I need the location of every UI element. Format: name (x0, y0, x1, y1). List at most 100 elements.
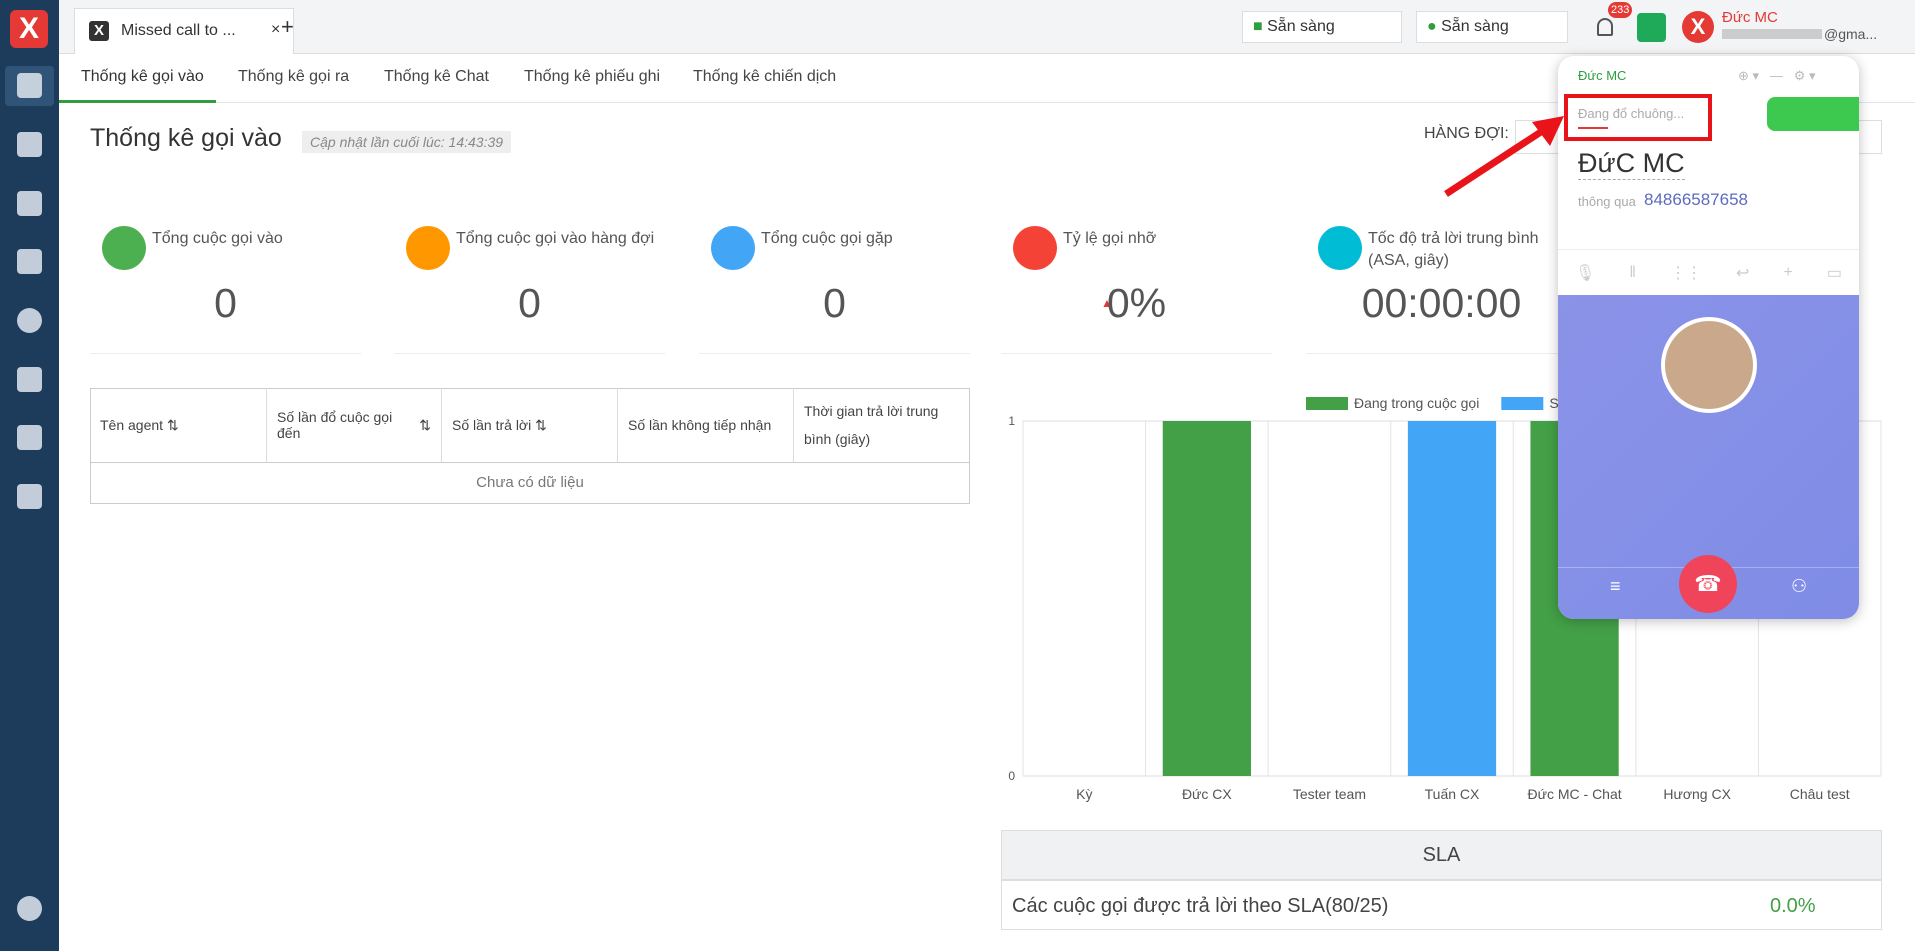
green-toast (1767, 97, 1859, 131)
table-header[interactable]: Thời gian trả lời trung bình (giây) (794, 388, 970, 462)
nav-icon[interactable] (17, 425, 42, 450)
nav-icon[interactable] (17, 191, 42, 216)
x-tick-label: Hương CX (1663, 786, 1731, 802)
call-actions[interactable]: 🎙 ‖ ⋮⋮ ↩ + ▭ (1558, 249, 1859, 295)
bar (1162, 421, 1251, 776)
x-tick-label: Đức MC - Chat (1527, 786, 1621, 802)
call-popup: Đức MC ⊕ ▾ — ⚙ ▾ Đang đổ chuông... ĐứC M… (1558, 56, 1859, 619)
updated-time: Cập nhật lần cuối lúc: 14:43:39 (302, 131, 512, 153)
nav-icon[interactable] (17, 367, 42, 392)
nav-tab[interactable]: Thống kê gọi vào (81, 68, 204, 85)
bell[interactable] (1597, 18, 1613, 36)
table-header[interactable]: Số lần đổ cuộc gọi đến ⇅ (267, 388, 442, 462)
tab-title: Missed call to ... (121, 22, 236, 39)
list-button[interactable]: ≡ (1610, 576, 1621, 596)
stat-icon (711, 226, 755, 270)
contact-button[interactable]: ⚇ (1791, 576, 1808, 596)
user-name: Đức MC (1722, 9, 1778, 26)
nav-tab[interactable]: Thống kê gọi ra (238, 68, 350, 85)
header-text: Số lần không tiếp nhận (628, 417, 772, 433)
x-tick-label: Kỳ (1076, 786, 1092, 802)
settings[interactable] (17, 896, 42, 921)
queue-label: HÀNG ĐỢI: (1424, 125, 1509, 142)
phone-button[interactable] (1637, 13, 1666, 42)
sla-value: 0.0% (1770, 895, 1816, 917)
stat-label: Tốc độ trả lời trung bình (ASA, giây) (1368, 230, 1539, 269)
stat-label: Tổng cuộc gọi gặp (761, 230, 893, 247)
email-redacted (1722, 29, 1822, 39)
status-select[interactable]: ● Sẵn sàng (1416, 11, 1568, 43)
header-text: Số lần trả lời (452, 417, 532, 433)
header-text: Thời gian trả lời trung bình (giây) (804, 403, 939, 447)
nav-icon[interactable] (17, 132, 42, 157)
caller-number: 84866587658 (1644, 190, 1749, 209)
avatar[interactable]: X (1682, 11, 1714, 43)
stat-card: Tổng cuộc gọi vào hàng đợi 0 (394, 220, 665, 354)
status-underline (1578, 127, 1608, 129)
stat-icon (102, 226, 146, 270)
trend-arrow: ▲ (1101, 296, 1113, 310)
new-tab[interactable]: + (281, 14, 294, 39)
logo[interactable]: X (10, 10, 48, 48)
nav-tab[interactable]: Thống kê phiếu ghi (524, 68, 661, 85)
via-label: thông qua (1578, 194, 1636, 209)
nav-tab[interactable]: Thống kê Chat (384, 68, 489, 85)
bar (1407, 421, 1497, 776)
status-text: Sẵn sàng (1267, 18, 1335, 35)
nav-tabs: Thống kê gọi vào Thống kê gọi ra Thống k… (59, 54, 1915, 103)
nav-icon[interactable] (17, 73, 42, 98)
stat-value: 0% (1106, 280, 1167, 326)
empty-row: Chưa có dữ liệu (476, 474, 584, 491)
nav-icon[interactable] (17, 308, 42, 333)
table-header[interactable]: Số lần trả lời ⇅ (442, 388, 618, 462)
y-tick-label: 0 (1008, 769, 1015, 783)
user-email: @gma... (1824, 26, 1878, 42)
x-tick-label: Tester team (1293, 786, 1366, 802)
table-divider (90, 462, 970, 463)
status-text: Sẵn sàng (1441, 18, 1509, 35)
x-tick-label: Châu test (1790, 786, 1850, 802)
stat-icon (406, 226, 450, 270)
stat-icon (1318, 226, 1362, 270)
table-header[interactable]: Số lần không tiếp nhận (618, 388, 794, 462)
status-select[interactable]: ■ Sẵn sàng (1242, 11, 1402, 43)
y-tick-label: 1 (1008, 414, 1015, 428)
agent-table (90, 388, 970, 504)
stat-card: Tổng cuộc gọi gặp 0 (699, 220, 970, 354)
caller-avatar (1661, 317, 1757, 413)
header-text: Số lần đổ cuộc gọi đến (277, 409, 393, 441)
nav-icon[interactable] (17, 484, 42, 509)
popup-controls[interactable]: ⊕ ▾ — ⚙ ▾ (1738, 68, 1816, 83)
stat-value: 0 (518, 280, 541, 326)
tab-close[interactable]: × (271, 21, 281, 38)
legend-swatch (1501, 397, 1544, 410)
header-text: Tên agent (100, 417, 164, 433)
popup-account: Đức MC (1578, 68, 1627, 83)
stat-icon (1013, 226, 1057, 270)
legend-swatch (1306, 397, 1348, 410)
stat-value: 00:00:00 (1361, 280, 1522, 326)
stat-label: Tổng cuộc gọi vào (152, 230, 283, 247)
sidebar: X (0, 0, 59, 951)
stat-label: Tổng cuộc gọi vào hàng đợi (456, 230, 655, 247)
legend-label: Đang trong cuộc gọi (1354, 395, 1479, 411)
sla-label: Các cuộc gọi được trả lời theo SLA(80/25… (1012, 895, 1389, 917)
annotation-arrow (1444, 116, 1564, 197)
nav-tab[interactable]: Thống kê chiến dịch (693, 68, 837, 85)
x-tick-label: Đức CX (1182, 786, 1232, 802)
table-header[interactable]: Tên agent ⇅ (90, 388, 267, 462)
stat-value: 0 (823, 280, 846, 326)
page-title: Thống kê gọi vào (90, 124, 282, 152)
tab-icon: X (89, 21, 109, 41)
hangup-button[interactable]: ☎ (1679, 555, 1737, 613)
browser-tab[interactable]: X Missed call to ... × (74, 8, 294, 54)
stat-card: Tỷ lệ gọi nhỡ ▲ 0% (1001, 220, 1272, 354)
caller-name: ĐứC MC (1578, 148, 1685, 180)
x-tick-label: Tuấn CX (1425, 786, 1480, 802)
nav-icon[interactable] (17, 249, 42, 274)
stat-label: Tỷ lệ gọi nhỡ (1063, 230, 1157, 247)
sla-title: SLA (1001, 830, 1882, 880)
active-indicator (59, 100, 216, 103)
badge: 233 (1608, 2, 1633, 18)
